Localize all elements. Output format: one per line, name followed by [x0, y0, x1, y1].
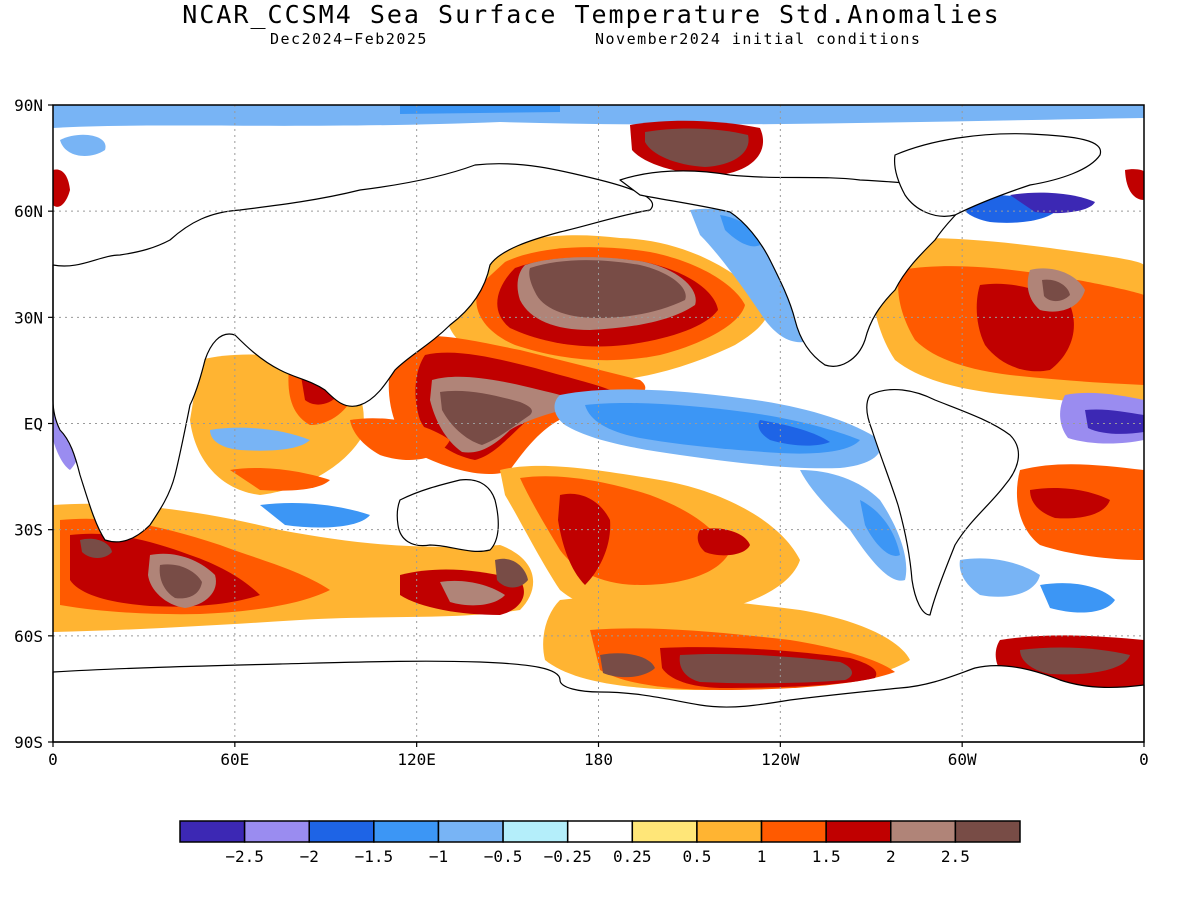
legend-swatch [825, 820, 892, 843]
lat-label: 90N [14, 96, 43, 115]
latitude-axis: 90N 60N 30N EQ 30S 60S 90S [14, 96, 53, 752]
legend-label: −0.5 [484, 847, 523, 866]
legend-label: 1 [757, 847, 767, 866]
lon-label: 60W [948, 750, 977, 769]
legend-label: 0.25 [613, 847, 652, 866]
legend-swatch [760, 820, 827, 843]
longitude-axis: 0 60E 120E 180 120W 60W 0 [48, 742, 1149, 769]
legend-swatch [243, 820, 310, 843]
graticule [53, 105, 1144, 742]
legend-label: 2 [886, 847, 896, 866]
map-title: NCAR_CCSM4 Sea Surface Temperature Std.A… [182, 0, 1001, 29]
lat-label: EQ [24, 415, 43, 434]
legend-label: −2 [300, 847, 319, 866]
lat-label: 60N [14, 202, 43, 221]
lon-label: 0 [1139, 750, 1149, 769]
lat-label: 60S [14, 627, 43, 646]
legend-label: −1 [429, 847, 448, 866]
legend-swatch [373, 820, 440, 843]
legend-label: 1.5 [812, 847, 841, 866]
legend-label: 2.5 [941, 847, 970, 866]
legend-swatch [566, 820, 634, 843]
lat-label: 30S [14, 521, 43, 540]
lat-label: 30N [14, 308, 43, 327]
lon-label: 120W [761, 750, 800, 769]
lon-label: 180 [584, 750, 613, 769]
legend-swatch [502, 820, 569, 843]
legend-swatch [890, 820, 957, 843]
legend-swatch [179, 820, 246, 843]
coastlines [52, 133, 1145, 743]
lon-label: 120E [397, 750, 436, 769]
legend-swatch [437, 820, 504, 843]
forecast-period: Dec2024−Feb2025 [270, 30, 428, 48]
lon-label: 60E [220, 750, 249, 769]
legend-label: −2.5 [225, 847, 264, 866]
lat-label: 90S [14, 733, 43, 752]
lon-label: 0 [48, 750, 58, 769]
color-legend: −2.5 −2 −1.5 −1 −0.5 −0.25 0.25 0.5 1 1.5 2 2.5 [179, 820, 1021, 866]
legend-swatch [696, 820, 763, 843]
legend-label: −0.25 [544, 847, 592, 866]
legend-swatch [954, 820, 1021, 843]
legend-label: 0.5 [682, 847, 711, 866]
initial-conditions: November2024 initial conditions [595, 30, 922, 48]
legend-label: −1.5 [355, 847, 394, 866]
legend-swatch [631, 820, 698, 843]
legend-swatch [308, 820, 375, 843]
